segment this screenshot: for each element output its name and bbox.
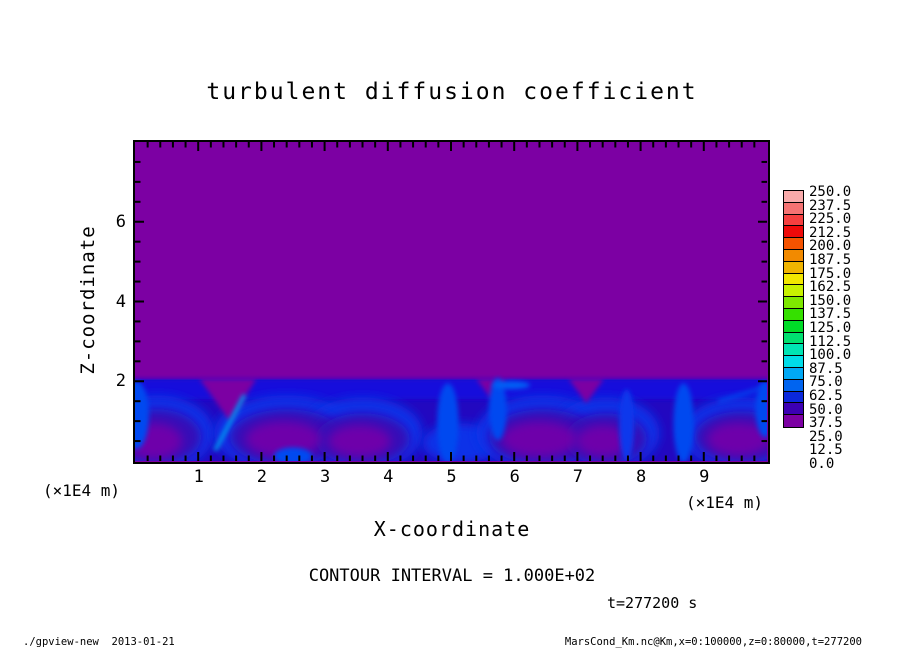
- field-shape: [501, 421, 578, 458]
- y-tick-label: 4: [115, 291, 126, 312]
- colorbar-tick-label: 162.5: [809, 279, 852, 296]
- field-shape: [706, 422, 767, 456]
- z-axis-unit: (×1E4 m): [43, 481, 121, 500]
- x-tick-label: 6: [509, 467, 520, 487]
- colorbar-tick-label: 12.5: [809, 442, 843, 459]
- field-shape: [755, 381, 767, 438]
- colorbar-tick-label: 212.5: [809, 224, 852, 241]
- x-axis-unit: (×1E4 m): [686, 493, 764, 512]
- plot-title: turbulent diffusion coefficient: [206, 79, 698, 105]
- y-tick-label: 2: [115, 371, 126, 392]
- field-shape: [327, 425, 391, 458]
- colorbar-tick-label: 250.0: [809, 184, 852, 200]
- colorbar-tick-label: 0.0: [809, 456, 835, 472]
- field-shape: [673, 383, 694, 461]
- field-shape: [135, 381, 149, 450]
- x-axis-label: X-coordinate: [373, 517, 531, 541]
- y-tick-label: 6: [115, 211, 126, 232]
- x-tick-label: 2: [256, 467, 268, 487]
- colorbar-tick-label: 112.5: [809, 333, 852, 350]
- colorbar-tick-label: 62.5: [809, 388, 843, 404]
- contour-field: [135, 142, 767, 461]
- contour-interval-note: CONTOUR INTERVAL = 1.000E+02: [308, 566, 596, 586]
- footer-dataset-info: MarsCond_Km.nc@Km,x=0:100000,z=0:80000,t…: [564, 636, 862, 648]
- colorbar-tick-label: 75.0: [809, 374, 843, 391]
- field-shape: [576, 425, 630, 458]
- colorbar-tick-label: 237.5: [809, 197, 852, 214]
- field-shape: [245, 421, 322, 458]
- colorbar-tick-label: 225.0: [809, 211, 852, 228]
- field-shape: [213, 394, 246, 452]
- field-shape: [437, 383, 459, 461]
- time-label: t=277200 s: [607, 594, 698, 612]
- colorbar-tick-label: 100.0: [809, 347, 852, 364]
- x-tick-label: 9: [699, 467, 710, 487]
- colorbar-tick-label: 50.0: [809, 401, 843, 418]
- colorbar-tick-label: 87.5: [809, 360, 843, 377]
- colorbar-tick-label: 37.5: [809, 415, 843, 432]
- field-shape: [488, 378, 507, 441]
- x-tick-label: 7: [572, 467, 584, 487]
- colorbar-tick-label: 200.0: [809, 238, 852, 255]
- colorbar-tick-label: 25.0: [809, 428, 843, 445]
- field-shape: [718, 385, 767, 403]
- colorbar-tick-label: 187.5: [809, 252, 852, 268]
- x-tick-label: 4: [383, 467, 394, 487]
- x-tick-label: 5: [446, 467, 457, 487]
- plot-area: [133, 140, 770, 464]
- field-shape: [568, 378, 604, 404]
- field-shape: [199, 378, 257, 422]
- colorbar: [783, 190, 804, 428]
- colorbar-tick-label: 125.0: [809, 320, 852, 336]
- field-layer: [135, 378, 767, 461]
- colorbar-swatch: [783, 414, 804, 428]
- field-shape: [274, 447, 312, 461]
- x-tick-label: 8: [635, 467, 647, 487]
- footer-command-line: ./gpview-new 2013-01-21: [23, 636, 175, 648]
- colorbar-tick-label: 137.5: [809, 306, 852, 323]
- axis-ticks: [135, 142, 767, 461]
- colorbar-tick-label: 150.0: [809, 292, 852, 309]
- x-tick-label: 3: [319, 467, 331, 487]
- field-shape: [492, 381, 530, 390]
- x-tick-label: 1: [193, 467, 204, 487]
- colorbar-tick-label: 175.0: [809, 265, 852, 282]
- field-shape: [619, 389, 635, 461]
